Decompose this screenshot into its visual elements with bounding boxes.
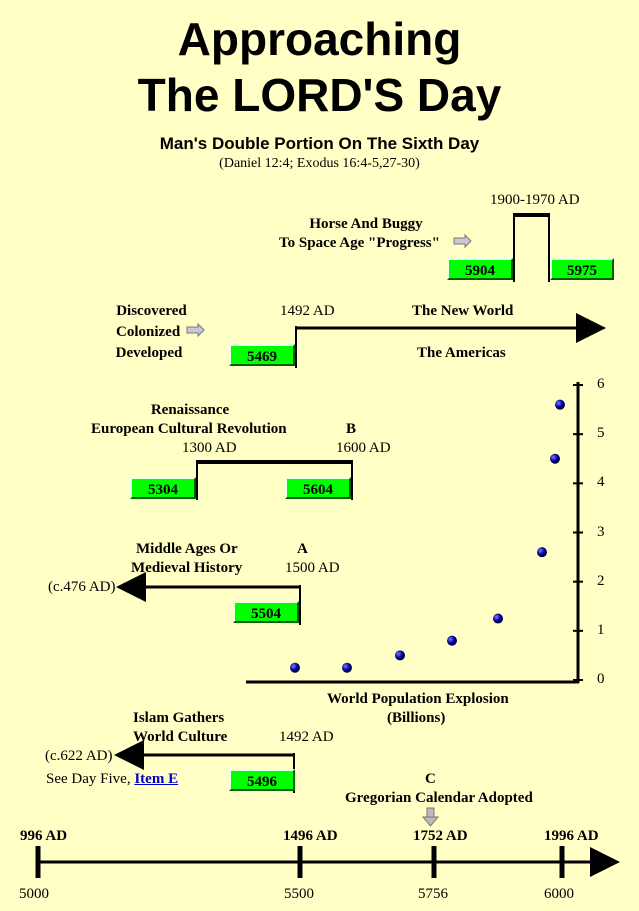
timeline-top-label: 1996 AD [544, 828, 599, 844]
item-e-link[interactable]: Item E [134, 771, 179, 787]
renaissance-start: 1300 AD [182, 440, 237, 456]
y-tick-label: 4 [597, 474, 605, 491]
y-tick-label: 2 [597, 572, 605, 589]
newworld-label-line1: Discovered [116, 303, 187, 319]
timeline-bottom-label: 5500 [284, 886, 314, 902]
down-arrow-icon [421, 807, 440, 827]
horse-bracket [513, 213, 550, 282]
population-point [290, 662, 300, 673]
middle-label-line2: Medieval History [131, 560, 243, 576]
middle-back-date: (c.476 AD) [48, 579, 116, 595]
year-box-5975: 5975 [550, 258, 614, 280]
year-box-5904: 5904 [447, 258, 513, 280]
middle-label-line1: Middle Ages Or [136, 541, 238, 557]
population-point [555, 399, 565, 410]
marker-b: B [346, 421, 357, 437]
newworld-top-label: The New World [412, 303, 514, 319]
middle-year: 1500 AD [285, 560, 340, 576]
renaissance-label-line1: Renaissance [150, 402, 230, 418]
timeline-bottom-label: 6000 [544, 886, 574, 902]
horse-range: 1900-1970 AD [490, 192, 580, 208]
year-box-5469: 5469 [229, 344, 295, 366]
population-point [447, 635, 457, 646]
y-tick-label: 3 [597, 523, 605, 540]
page-title-line2: The LORD'S Day [137, 69, 502, 121]
calendar-label: Gregorian Calendar Adopted [345, 790, 533, 806]
main-timeline [35, 846, 620, 878]
y-tick-label: 1 [597, 621, 605, 638]
year-box-5496: 5496 [229, 769, 295, 791]
islam-label-line2: World Culture [133, 729, 228, 745]
right-arrow-icon [453, 233, 472, 249]
marker-a: A [297, 541, 308, 557]
population-point [342, 662, 352, 673]
page-title-line1: Approaching [177, 13, 462, 65]
renaissance-bracket [196, 460, 353, 500]
see-day-five-text: See Day Five, Item E [46, 771, 178, 788]
chart-ylabel: (Billions) [387, 710, 446, 726]
renaissance-label-line2: European Cultural Revolution [91, 421, 287, 437]
population-chart [246, 382, 583, 684]
page-subtitle: Man's Double Portion On The Sixth Day [159, 134, 480, 153]
horse-label-line2: To Space Age "Progress" [279, 235, 440, 251]
middle-arrow [116, 572, 301, 625]
renaissance-end: 1600 AD [336, 440, 391, 456]
y-tick-label: 0 [597, 671, 605, 687]
marker-c: C [425, 771, 436, 787]
islam-back-date: (c.622 AD) [45, 748, 113, 764]
newworld-bottom-label: The Americas [417, 345, 506, 361]
year-box-5504: 5504 [233, 601, 299, 623]
population-point [537, 547, 547, 558]
y-tick-label: 5 [597, 425, 605, 442]
timeline-top-label: 1496 AD [283, 828, 338, 844]
horse-label-line1: Horse And Buggy [309, 216, 423, 232]
timeline-bottom-label: 5000 [19, 886, 49, 902]
newworld-arrow [295, 313, 606, 368]
see-day-five-prefix: See Day Five, [46, 771, 131, 787]
islam-year: 1492 AD [279, 729, 334, 745]
newworld-label-line3: Developed [115, 345, 183, 361]
right-arrow-icon [186, 322, 205, 338]
y-tick-label: 6 [597, 376, 605, 392]
islam-label-line1: Islam Gathers [133, 710, 225, 726]
newworld-label-line2: Colonized [116, 324, 181, 340]
newworld-year: 1492 AD [280, 303, 335, 319]
year-box-5304: 5304 [130, 477, 196, 499]
year-box-5604: 5604 [285, 477, 351, 499]
timeline-top-label: 1752 AD [413, 828, 468, 844]
timeline-bottom-label: 5756 [418, 886, 448, 902]
chart-title: World Population Explosion [327, 691, 509, 707]
population-point [395, 650, 405, 661]
population-point [550, 453, 560, 464]
population-point [493, 613, 503, 624]
timeline-top-label: 996 AD [20, 828, 68, 844]
scripture-reference: (Daniel 12:4; Exodus 16:4-5,27-30) [219, 156, 420, 171]
